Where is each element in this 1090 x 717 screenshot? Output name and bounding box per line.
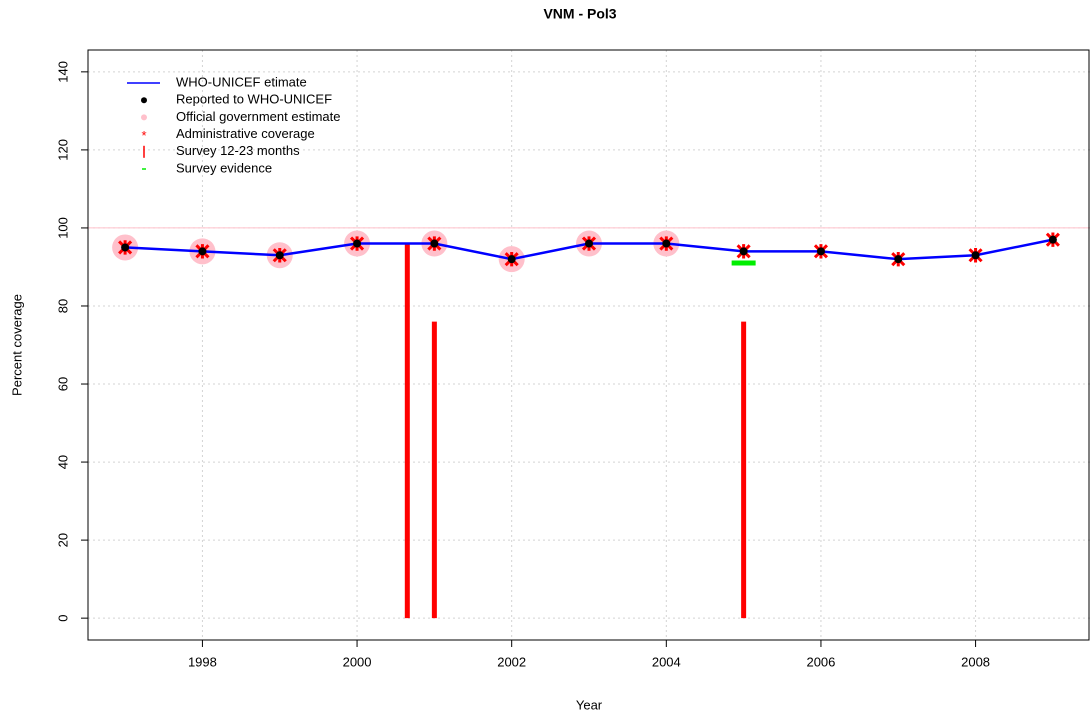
x-axis-label: Year: [576, 697, 603, 712]
reported-point: [198, 247, 207, 256]
legend-symbol: [141, 97, 147, 104]
y-tick-label: 40: [55, 455, 70, 469]
y-tick-label: 60: [55, 377, 70, 391]
legend-label: Administrative coverage: [176, 126, 315, 141]
y-tick-label: 140: [55, 61, 70, 83]
y-tick-label: 80: [55, 299, 70, 313]
y-tick-label: 120: [55, 139, 70, 161]
legend-symbol: *: [141, 128, 146, 143]
reported-point: [430, 239, 439, 248]
legend-label: Reported to WHO-UNICEF: [176, 92, 332, 107]
reported-point: [507, 255, 516, 264]
reported-point: [275, 251, 284, 260]
y-tick-label: 100: [55, 217, 70, 239]
plot-frame: [87, 49, 1090, 641]
reported-point: [353, 239, 362, 248]
legend-label: Survey 12-23 months: [176, 143, 300, 158]
reported-point: [894, 255, 903, 264]
x-tick-label: 1998: [188, 654, 217, 669]
reported-point: [739, 247, 748, 256]
legend-symbol: [141, 114, 147, 121]
x-tick-label: 2000: [343, 654, 372, 669]
reported-point: [971, 251, 980, 260]
legend-label: Official government estimate: [176, 109, 341, 124]
y-axis-label: Percent coverage: [9, 294, 24, 396]
legend-label: WHO-UNICEF etimate: [176, 74, 307, 89]
x-tick-label: 2002: [497, 654, 526, 669]
reported-point: [816, 247, 825, 256]
legend-label: Survey evidence: [176, 160, 272, 175]
chart-title: VNM - Pol3: [543, 6, 616, 22]
x-tick-label: 2004: [652, 654, 681, 669]
reported-point: [585, 239, 593, 248]
x-tick-label: 2006: [806, 654, 835, 669]
reported-point: [662, 239, 671, 248]
y-tick-label: 0: [55, 615, 70, 622]
y-tick-label: 20: [55, 533, 70, 547]
reported-point: [1048, 235, 1057, 244]
x-tick-label: 2008: [961, 654, 990, 669]
reported-point: [121, 243, 130, 252]
